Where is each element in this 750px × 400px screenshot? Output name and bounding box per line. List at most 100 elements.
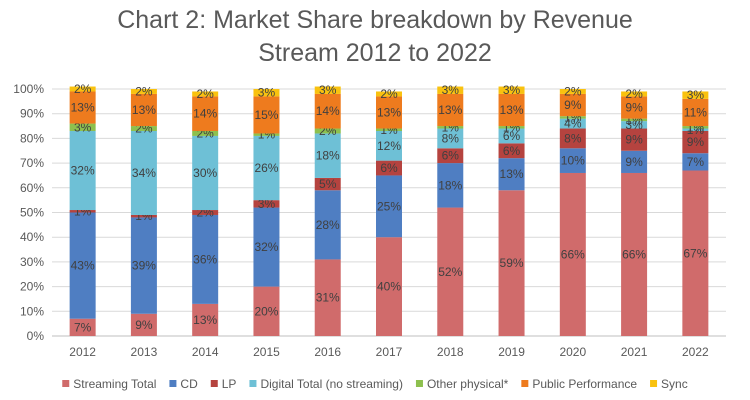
- bar-segment: [130, 313, 157, 336]
- x-tick-label: 2013: [131, 345, 158, 359]
- data-label: 6%: [503, 129, 521, 143]
- data-label: 2%: [564, 84, 582, 98]
- bar-segment: [559, 116, 586, 119]
- data-label: 2%: [380, 87, 398, 101]
- bar-segment: [253, 135, 280, 201]
- bar-segment: [682, 128, 709, 131]
- data-label: 6%: [503, 144, 521, 158]
- bar-segment: [559, 172, 586, 336]
- bar-segment: [253, 200, 280, 208]
- bar-segment: [437, 148, 464, 164]
- bar-segment: [498, 143, 525, 159]
- data-label: 34%: [132, 166, 156, 180]
- data-label: 2%: [135, 84, 153, 98]
- data-label: 7%: [687, 155, 705, 169]
- bar-segment: [437, 86, 464, 94]
- data-label: 14%: [193, 107, 217, 121]
- data-label: 3%: [442, 83, 460, 97]
- data-label: 3%: [258, 197, 276, 211]
- legend-label: CD: [180, 377, 198, 391]
- bar-segment: [69, 130, 96, 211]
- data-label: 9%: [135, 318, 153, 332]
- data-label: 25%: [377, 199, 401, 213]
- x-tick-label: 2016: [314, 345, 341, 359]
- data-label: 3%: [74, 120, 92, 134]
- data-label: 18%: [438, 178, 462, 192]
- data-label: 6%: [442, 149, 460, 163]
- bar-segment: [130, 93, 157, 127]
- bar-segment: [437, 93, 464, 127]
- legend-label: LP: [222, 377, 237, 391]
- bar-segment: [559, 148, 586, 173]
- data-label: 14%: [316, 104, 340, 118]
- bar-segment: [682, 91, 709, 99]
- data-label: 3%: [687, 88, 705, 102]
- bar-segment: [192, 303, 219, 336]
- data-label: 13%: [71, 101, 95, 115]
- legend-swatch: [650, 380, 658, 387]
- data-label: 13%: [438, 103, 462, 117]
- bar-segment: [559, 128, 586, 149]
- bar-segment: [253, 89, 280, 97]
- data-label: 30%: [193, 166, 217, 180]
- bar-segment: [621, 118, 648, 122]
- bar-segment: [437, 207, 464, 336]
- bar-segment: [376, 96, 402, 129]
- legend-swatch: [169, 380, 177, 387]
- x-tick-label: 2020: [559, 345, 586, 359]
- x-tick-label: 2019: [498, 345, 525, 359]
- chart-title: Chart 2: Market Share breakdown by Reven…: [117, 6, 633, 67]
- bar-segment: [498, 158, 525, 191]
- x-tick-label: 2021: [621, 345, 648, 359]
- bar-segment: [376, 130, 402, 161]
- bar-segment: [69, 210, 96, 213]
- data-label: 2%: [625, 87, 643, 101]
- data-label: 15%: [254, 108, 278, 122]
- x-tick-label: 2015: [253, 345, 280, 359]
- legend-swatch: [210, 380, 218, 387]
- data-label: 13%: [193, 313, 217, 327]
- data-label: 59%: [500, 256, 524, 270]
- data-label: 20%: [254, 304, 278, 318]
- bar-segment: [437, 163, 464, 208]
- data-label: 11%: [684, 105, 707, 119]
- bar-segment: [621, 121, 648, 129]
- bar-segment: [682, 153, 709, 171]
- data-label: 3%: [258, 86, 276, 100]
- bar-segment: [498, 126, 525, 129]
- bar-segment: [253, 96, 280, 134]
- legend-item: Streaming Total: [62, 377, 156, 391]
- bar-segment: [621, 128, 648, 151]
- legend-item: CD: [169, 377, 198, 391]
- bar-segment: [130, 130, 157, 215]
- legend-label: Streaming Total: [73, 377, 156, 391]
- data-label: 9%: [687, 135, 705, 149]
- data-label: 2%: [74, 82, 92, 96]
- bar-segment: [314, 128, 341, 134]
- y-tick-label: 100%: [13, 82, 44, 96]
- data-label: 40%: [377, 280, 401, 294]
- data-label: 26%: [254, 161, 278, 175]
- bar-segment: [253, 207, 280, 287]
- y-tick-label: 40%: [20, 230, 44, 244]
- x-tick-label: 2022: [682, 345, 709, 359]
- bar-segment: [621, 91, 648, 97]
- bar-segment: [437, 126, 464, 129]
- data-label: 9%: [625, 133, 643, 147]
- bar-segment: [314, 93, 341, 129]
- legend-label: Sync: [661, 377, 688, 391]
- data-label: 32%: [71, 164, 95, 178]
- data-label: 9%: [625, 101, 643, 115]
- bar-segment: [253, 286, 280, 336]
- legend-swatch: [249, 380, 257, 387]
- legend-label: Digital Total (no streaming): [260, 377, 403, 391]
- data-label: 18%: [316, 149, 340, 163]
- x-tick-label: 2018: [437, 345, 464, 359]
- bar-segment: [69, 91, 96, 124]
- bar-segment: [69, 212, 96, 319]
- bar-segment: [376, 128, 402, 131]
- y-tick-label: 50%: [20, 206, 44, 220]
- bar-segment: [376, 237, 402, 336]
